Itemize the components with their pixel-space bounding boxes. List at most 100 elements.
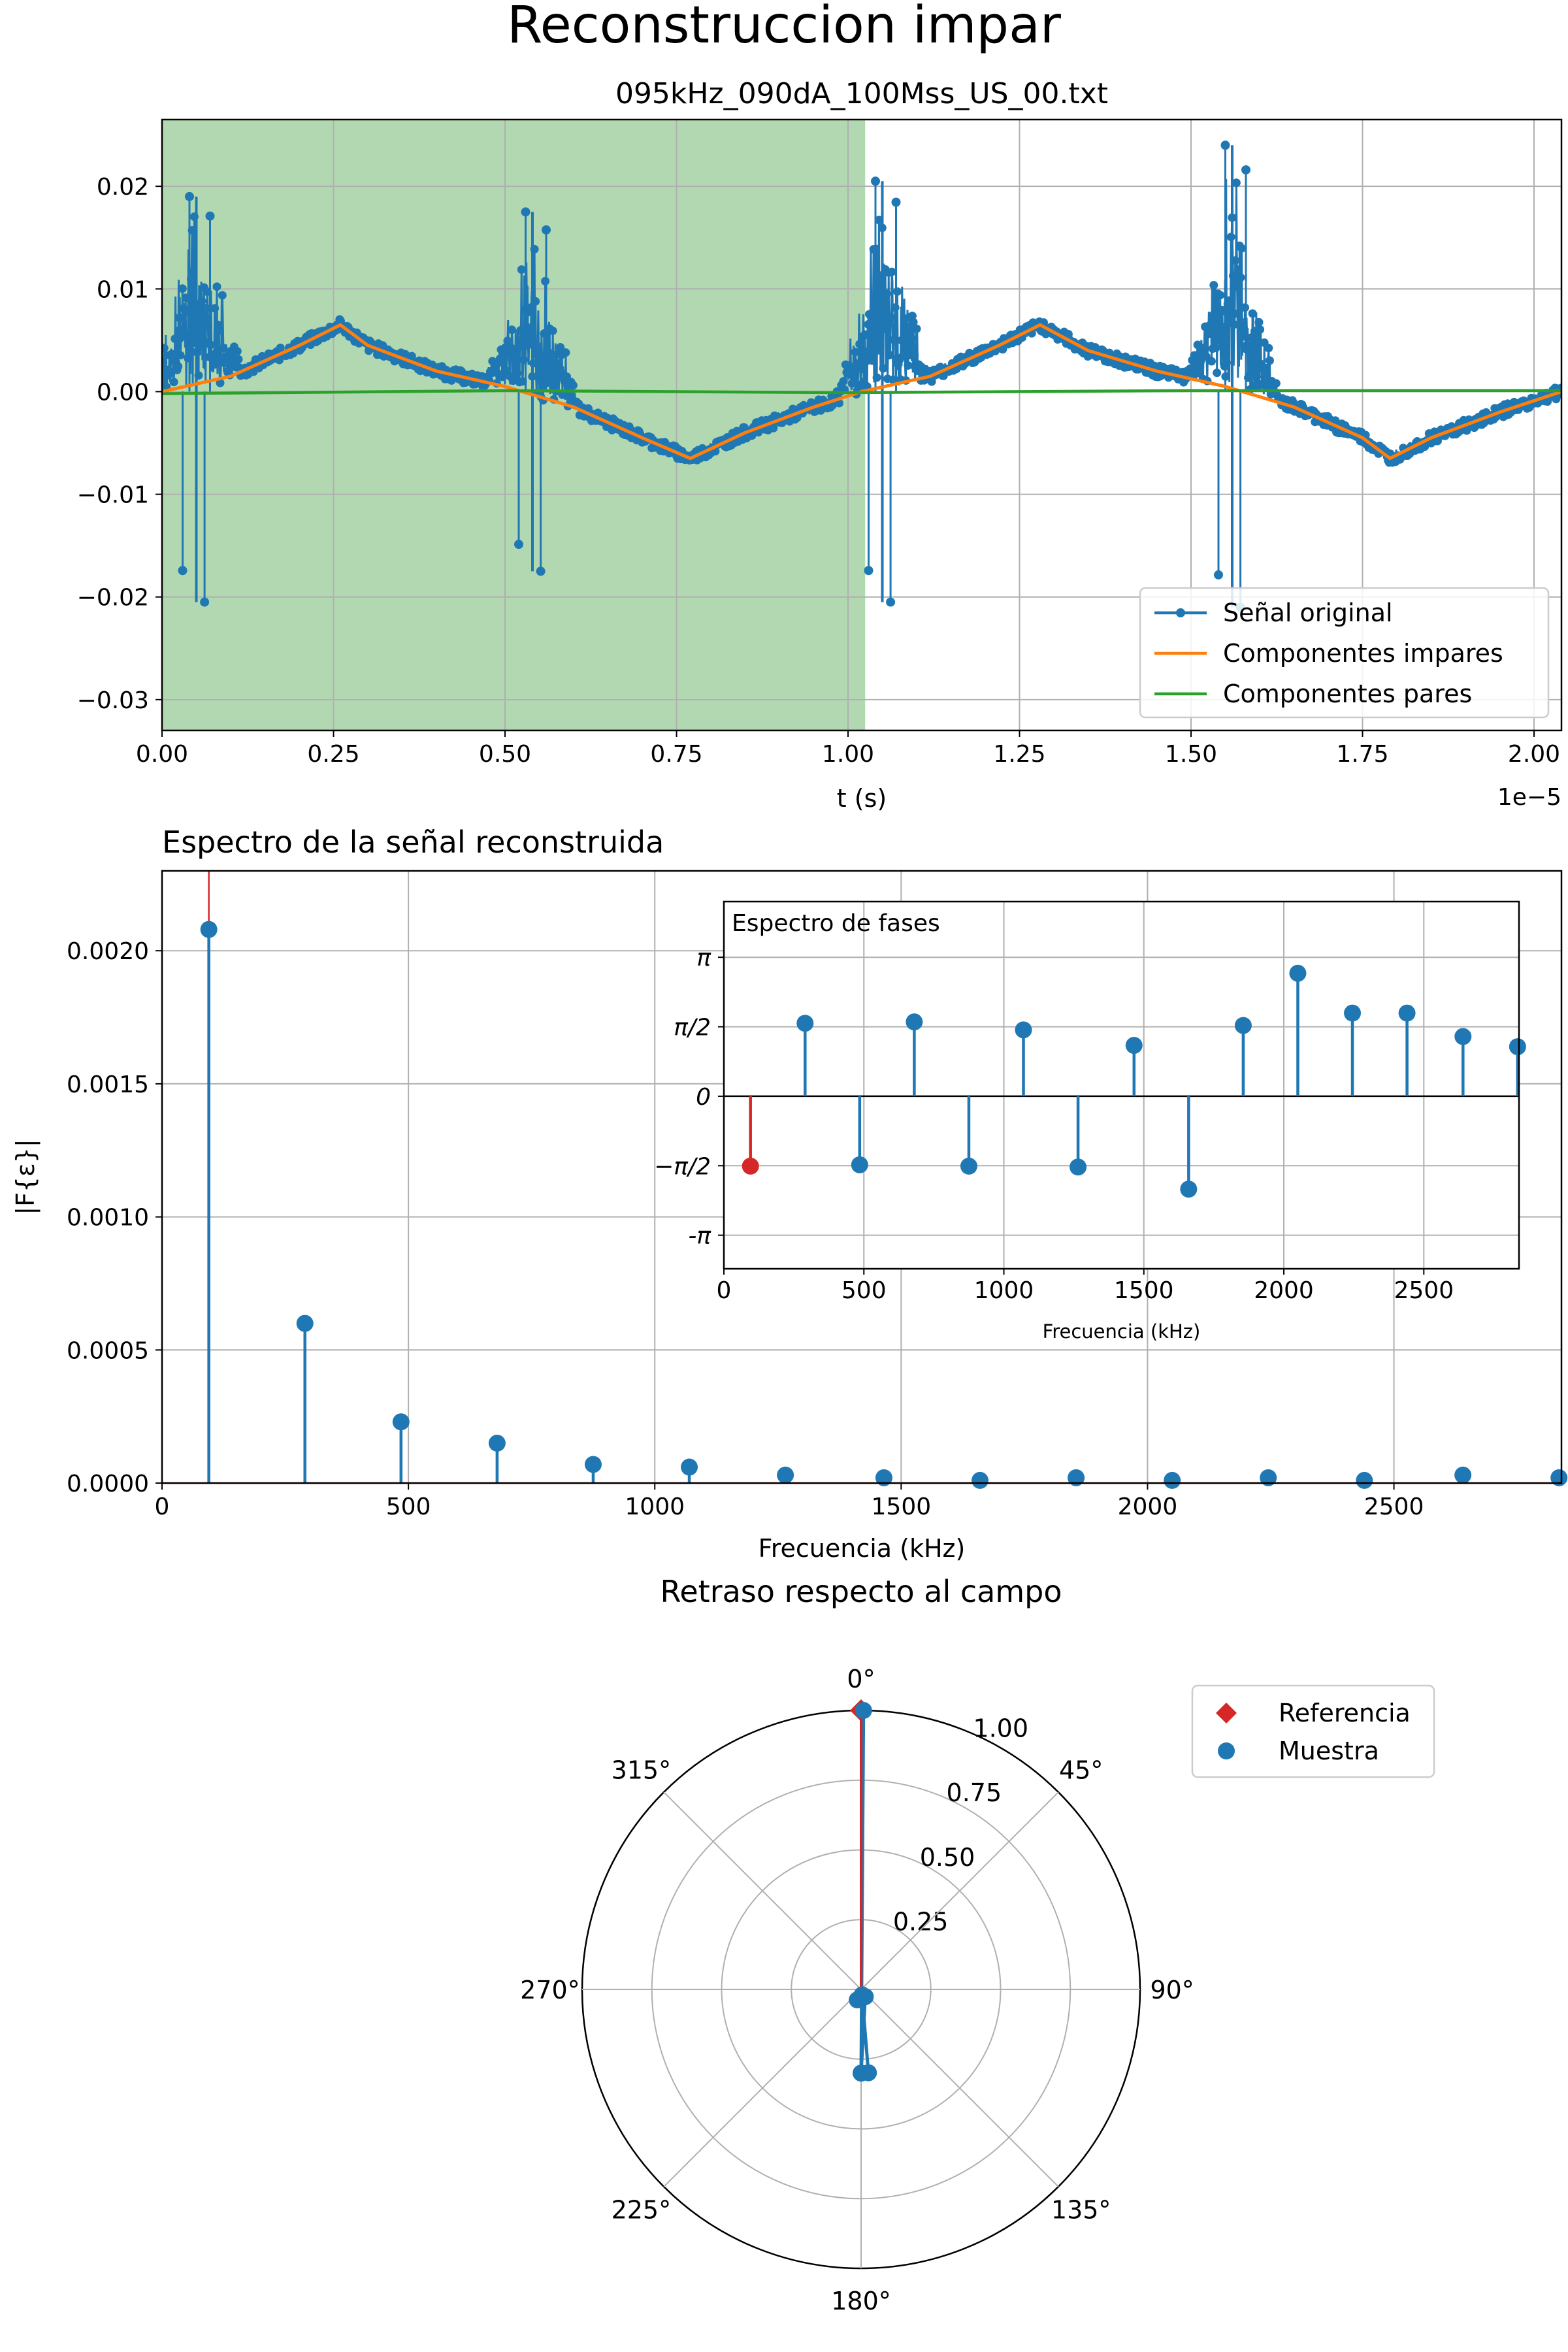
series-original-point — [548, 326, 557, 335]
burst-point — [200, 597, 210, 607]
series-original-point — [1252, 372, 1262, 382]
legend-label-0: Señal original — [1223, 598, 1393, 627]
x-tick-label: 0 — [717, 1277, 732, 1304]
series-original-point — [1271, 379, 1281, 388]
series-original-point — [174, 314, 184, 322]
y-tick-label: 0.0020 — [67, 938, 149, 965]
series-original-point — [855, 340, 864, 349]
polar-theta-label: 90° — [1150, 1976, 1194, 2004]
series-original-point — [1264, 344, 1273, 353]
series-original-point — [839, 377, 848, 386]
series-original-point — [202, 304, 211, 313]
polar-theta-label: 315° — [612, 1756, 672, 1784]
series-original-point — [1232, 178, 1241, 188]
polar-sample-line — [856, 1710, 870, 2074]
phase-stem-marker — [1015, 1021, 1032, 1039]
y-tick-label: 0.0000 — [67, 1471, 149, 1497]
stem-marker — [1454, 1466, 1472, 1484]
series-original-point — [816, 406, 825, 415]
x-tick-label: 1000 — [625, 1494, 685, 1520]
series-original-point — [1236, 273, 1245, 282]
series-original-point — [553, 359, 563, 368]
stem-marker — [1164, 1471, 1181, 1489]
series-original-point — [1209, 281, 1218, 289]
y-tick-label: −0.03 — [77, 687, 149, 714]
burst-point — [514, 540, 523, 549]
y-tick-label: 0.0010 — [67, 1205, 149, 1232]
stem-marker — [777, 1466, 794, 1484]
series-original-point — [892, 287, 902, 296]
series-original-point — [1234, 265, 1243, 274]
x-tick-label: 0.50 — [479, 741, 531, 768]
series-original-point — [882, 289, 891, 298]
phase-stem-marker — [1344, 1004, 1362, 1022]
series-original-point — [1213, 368, 1222, 378]
y-tick-label: −0.01 — [77, 482, 149, 509]
series-original-point — [533, 343, 542, 352]
stem-marker — [972, 1471, 989, 1489]
x-scale-note: 1e−5 — [1497, 784, 1561, 811]
series-original-point — [885, 350, 894, 359]
series-original-point — [543, 373, 552, 382]
stem-marker — [1068, 1469, 1085, 1486]
y-tick-label: −π/2 — [654, 1153, 711, 1180]
series-original-point — [201, 316, 210, 325]
inset-xlabel: Frecuencia (kHz) — [1043, 1320, 1201, 1343]
legend-label-1: Componentes impares — [1223, 639, 1503, 668]
x-tick-label: 0.00 — [136, 741, 188, 768]
x-tick-label: 1.00 — [822, 741, 874, 768]
series-original-point — [212, 282, 221, 291]
stem-marker — [1356, 1471, 1373, 1489]
legend-label-2: Componentes pares — [1223, 679, 1472, 708]
series-even-line — [162, 389, 1561, 395]
x-tick-label: 2000 — [1118, 1494, 1178, 1520]
burst-point — [205, 211, 215, 221]
series-original-point — [447, 376, 456, 385]
burst-point — [542, 225, 551, 235]
legend-sample-marker — [1218, 1742, 1235, 1759]
series-original-point — [514, 342, 523, 351]
signal-frame — [161, 118, 1563, 732]
series-original-point — [510, 353, 519, 362]
y-tick-label: π — [696, 945, 711, 972]
series-original-point — [1433, 436, 1442, 446]
x-tick-label: 500 — [386, 1494, 431, 1520]
series-original-point — [169, 378, 178, 387]
phase-stem-marker — [742, 1157, 759, 1175]
spectrum-frame — [161, 870, 1563, 1484]
series-original-point — [854, 361, 863, 370]
polar-sample-marker — [853, 1986, 871, 2004]
x-tick-label: 500 — [841, 1277, 887, 1304]
series-original-point — [209, 360, 218, 369]
series-original-point — [210, 304, 220, 313]
signal-title: 095kHz_090dA_100Mss_US_00.txt — [615, 77, 1108, 110]
x-tick-label: 1500 — [1114, 1277, 1174, 1304]
series-original-point — [1266, 356, 1274, 365]
series-original-point — [171, 335, 180, 343]
series-original-point — [214, 326, 223, 335]
y-tick-label: 0.0015 — [67, 1071, 149, 1098]
polar-theta-label: 135° — [1051, 2196, 1111, 2225]
burst-point — [536, 566, 546, 576]
series-original-point — [166, 367, 175, 376]
series-original-point — [556, 343, 565, 351]
shaded-region — [162, 120, 866, 730]
series-original-point — [233, 347, 242, 356]
phase-stem-marker — [796, 1015, 814, 1032]
x-tick-label: 2500 — [1394, 1277, 1454, 1304]
series-original-point — [519, 355, 529, 365]
x-tick-label: 1.25 — [993, 741, 1045, 768]
polar-title: Retraso respecto al campo — [660, 1574, 1062, 1609]
series-original-point — [1254, 318, 1264, 327]
phase-stem-marker — [1509, 1038, 1526, 1056]
series-original-point — [1091, 343, 1100, 352]
series-original-point — [219, 344, 228, 353]
stem-marker — [1550, 1469, 1568, 1486]
series-original-point — [1190, 351, 1199, 360]
x-tick-label: 2000 — [1254, 1277, 1314, 1304]
inset-title: Espectro de fases — [732, 910, 940, 937]
polar-spoke — [860, 1989, 1059, 2187]
stem-marker — [200, 921, 218, 938]
x-tick-label: 0 — [155, 1494, 170, 1520]
phase-stem-marker — [1289, 964, 1307, 982]
